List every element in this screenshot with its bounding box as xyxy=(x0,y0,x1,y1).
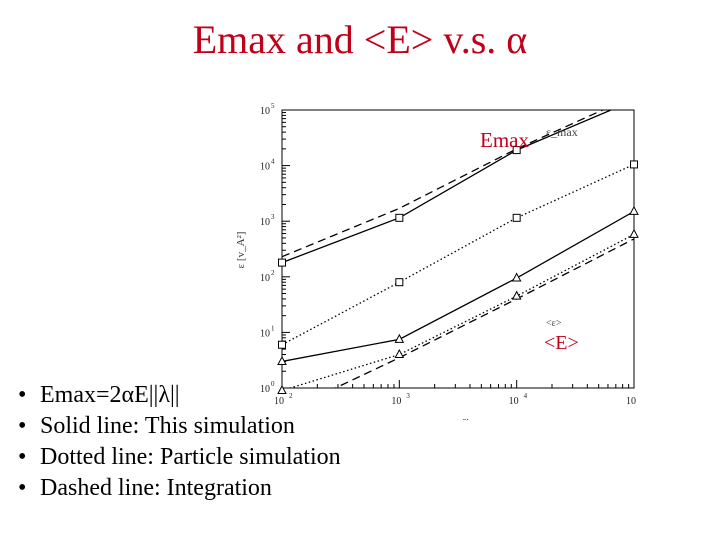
data-point-triangle xyxy=(394,348,405,359)
x-tick-label: 10 xyxy=(509,396,519,407)
y-tick-label: 10 xyxy=(260,273,270,284)
bullet-item: • Dotted line: Particle simulation xyxy=(18,444,341,470)
bullet-item: • Dashed line: Integration xyxy=(18,475,272,501)
bullet-item: • Solid line: This simulation xyxy=(18,413,295,439)
emax-annotation: ε_max xyxy=(546,125,578,139)
slide-title: Emax and <E> v.s. α xyxy=(192,17,528,62)
bullet-text: Solid line: This simulation xyxy=(40,413,295,439)
series-line-dashed-none xyxy=(282,110,605,258)
y-axis-label: ε [v_A²] xyxy=(235,232,247,269)
y-tick-label: 10 xyxy=(260,106,270,117)
alpha-energy-chart: 102103104105100101102103104105 ε [v_A²] … xyxy=(235,102,639,420)
data-point-triangle xyxy=(394,333,405,343)
data-point-square xyxy=(395,278,404,287)
y-tick-label: 10 xyxy=(260,384,270,395)
mean-annotation: <ε> xyxy=(546,318,562,329)
plot-frame xyxy=(281,109,635,389)
bullet-item: • Emax=2αE||λ|| xyxy=(18,382,180,408)
x-tick-exponent: 3 xyxy=(406,392,410,400)
y-tick-exponent: 5 xyxy=(271,102,275,110)
x-tick-label: 10 xyxy=(626,396,636,407)
data-point-square xyxy=(512,146,521,155)
y-tick-exponent: 4 xyxy=(271,158,275,166)
data-point-square xyxy=(630,160,638,169)
bullet-text: Dashed line: Integration xyxy=(40,475,272,501)
y-tick-label: 10 xyxy=(260,162,270,173)
data-point-triangle xyxy=(629,228,639,238)
y-tick-label: 10 xyxy=(260,217,270,228)
y-tick-exponent: 1 xyxy=(271,324,275,332)
x-tick-label: 10 xyxy=(274,396,284,407)
series-line-solid-square xyxy=(282,110,613,264)
series-line-solid-triangle xyxy=(282,210,634,363)
bullet-list: • Emax=2αE||λ|| • Solid line: This simulat… xyxy=(18,380,341,504)
data-point-square xyxy=(278,258,286,267)
y-tick-exponent: 0 xyxy=(271,380,275,388)
mean-label: <E> xyxy=(544,332,579,354)
data-point-triangle xyxy=(277,384,287,395)
x-tick-exponent: 4 xyxy=(524,392,528,400)
bullet-text: Emax=2αE||λ|| xyxy=(40,382,180,408)
emax-label: Emax xyxy=(480,128,529,152)
y-tick-exponent: 2 xyxy=(271,269,275,277)
x-axis-label: α xyxy=(462,413,469,420)
data-point-triangle xyxy=(511,272,522,282)
series-line-dotted-square xyxy=(282,163,634,346)
bullet-text: Dotted line: Particle simulation xyxy=(40,444,341,470)
data-point-triangle xyxy=(629,205,639,215)
x-tick-label: 10 xyxy=(391,396,401,407)
data-point-triangle xyxy=(511,290,522,300)
data-point-triangle xyxy=(277,355,287,365)
data-point-square xyxy=(278,340,286,349)
y-tick-label: 10 xyxy=(260,328,270,339)
data-point-square xyxy=(395,213,404,222)
series-line-dashed-none xyxy=(333,238,634,388)
data-point-square xyxy=(512,213,521,222)
y-tick-exponent: 3 xyxy=(271,213,275,221)
x-tick-exponent: 2 xyxy=(289,392,293,400)
series-line-dotted-triangle xyxy=(288,233,634,388)
